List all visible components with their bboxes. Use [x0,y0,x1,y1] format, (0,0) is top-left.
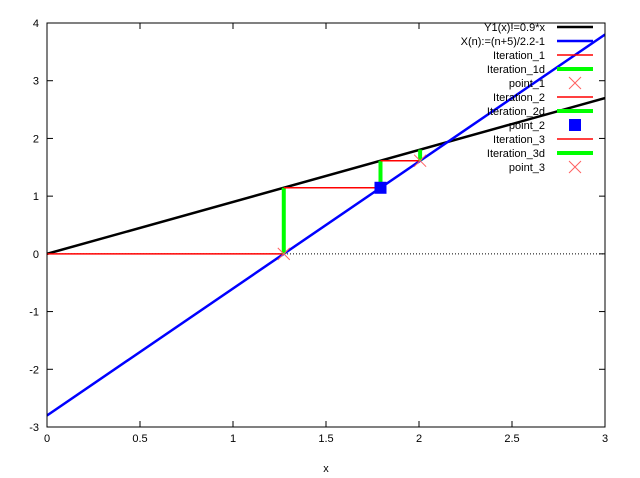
y-tick-label: 3 [33,76,39,88]
series-point-3-point [413,154,427,168]
plot-border [46,22,606,428]
legend-label: Iteration_3d [487,148,545,160]
y-tick-label: 2 [33,133,39,145]
x-tick-label: 0.5 [132,433,147,445]
x-tick-label: 1.5 [318,433,333,445]
y-tick-label: 0 [33,249,39,261]
legend-label: Iteration_3 [493,134,545,146]
legend-swatch [569,119,581,131]
y-tick-label: -1 [29,307,39,319]
legend-label: point_1 [509,78,545,90]
legend-label: X(n):=(n+5)/2.2-1 [461,36,545,48]
legend-swatch [568,160,582,174]
x-tick-label: 1 [230,433,236,445]
legend-label: Iteration_1 [493,50,545,62]
x-tick-label: 0 [44,433,50,445]
y-tick-label: 4 [33,18,39,30]
legend-label: Iteration_1d [487,64,545,76]
y-tick-label: 1 [33,191,39,203]
series-x-n-n-5-2-2-1 [47,33,605,417]
legend-label: Y1(x):=0.9*x [484,22,545,34]
series-y1-x-0-9-x [47,96,605,256]
series-point-1-point [277,247,291,261]
y-tick-label: -3 [29,422,39,434]
y-tick-label: -2 [29,364,39,376]
legend-label: Iteration_2d [487,106,545,118]
x-axis-label: x [323,463,329,475]
series-point-2-point [374,181,387,194]
legend-label: Iteration_2 [493,92,545,104]
x-tick-label: 3 [602,433,608,445]
legend-label: point_3 [509,162,545,174]
legend-label: point_2 [509,120,545,132]
x-tick-label: 2.5 [504,433,519,445]
legend-swatch [568,76,582,90]
x-tick-label: 2 [416,433,422,445]
